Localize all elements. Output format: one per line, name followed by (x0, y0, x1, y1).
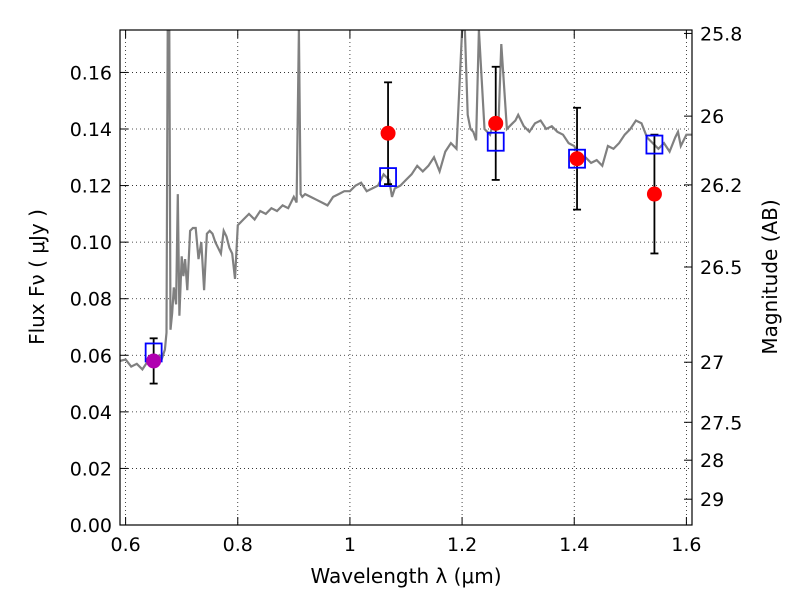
model-points (144, 131, 664, 363)
axis-ticks: 0.6 0.8 1 1.2 1.4 1.6 0.00 0.02 0.04 0.06 0.08 0.10… (70, 23, 743, 556)
y-tick-label: 0.04 (70, 402, 112, 424)
observed-point (569, 151, 585, 167)
model-point (379, 167, 397, 187)
x-axis-label: Wavelength λ (μm) (310, 564, 501, 588)
y-tick-label: 0.12 (70, 176, 112, 198)
mag-tick-label: 27.5 (700, 412, 742, 434)
mag-tick-label: 25.8 (700, 23, 742, 45)
x-tick-label: 1 (344, 534, 356, 556)
y-tick-label: 0.02 (70, 458, 112, 480)
model-point (486, 131, 505, 152)
model-point (568, 148, 586, 169)
y-tick-label: 0.16 (70, 62, 112, 84)
errorbars (149, 65, 659, 385)
x-tick-label: 0.8 (223, 534, 253, 556)
x-tick-label: 1.2 (447, 534, 477, 556)
x-tick-label: 1.6 (671, 534, 701, 556)
mag-tick-label: 26.5 (700, 257, 742, 279)
y-axis-label: Flux Fν ( μJy ) (25, 209, 49, 345)
spectrum-line (120, 30, 692, 372)
observed-points (146, 115, 662, 369)
mag-tick-label: 26 (700, 106, 724, 128)
mag-tick-label: 26.2 (700, 175, 742, 197)
y-tick-label: 0.10 (70, 232, 112, 254)
grid-lines (120, 30, 692, 525)
observed-point (146, 353, 162, 369)
y-tick-label: 0.08 (70, 289, 112, 311)
observed-point (380, 125, 396, 141)
plot-frame (119, 29, 693, 526)
observed-point (646, 186, 662, 202)
x-tick-label: 1.4 (559, 534, 589, 556)
y-tick-label: 0.14 (70, 119, 112, 141)
mag-tick-label: 29 (700, 489, 724, 511)
mag-tick-label: 27 (700, 352, 724, 374)
model-point (645, 134, 664, 155)
y-tick-label: 0.00 (70, 515, 112, 537)
spectrum-series (120, 30, 692, 372)
observed-point (488, 115, 504, 131)
y-tick-label: 0.06 (70, 345, 112, 367)
mag-tick-label: 28 (700, 450, 724, 472)
x-tick-label: 0.6 (110, 534, 140, 556)
right-axis-label: Magnitude (AB) (758, 199, 782, 354)
